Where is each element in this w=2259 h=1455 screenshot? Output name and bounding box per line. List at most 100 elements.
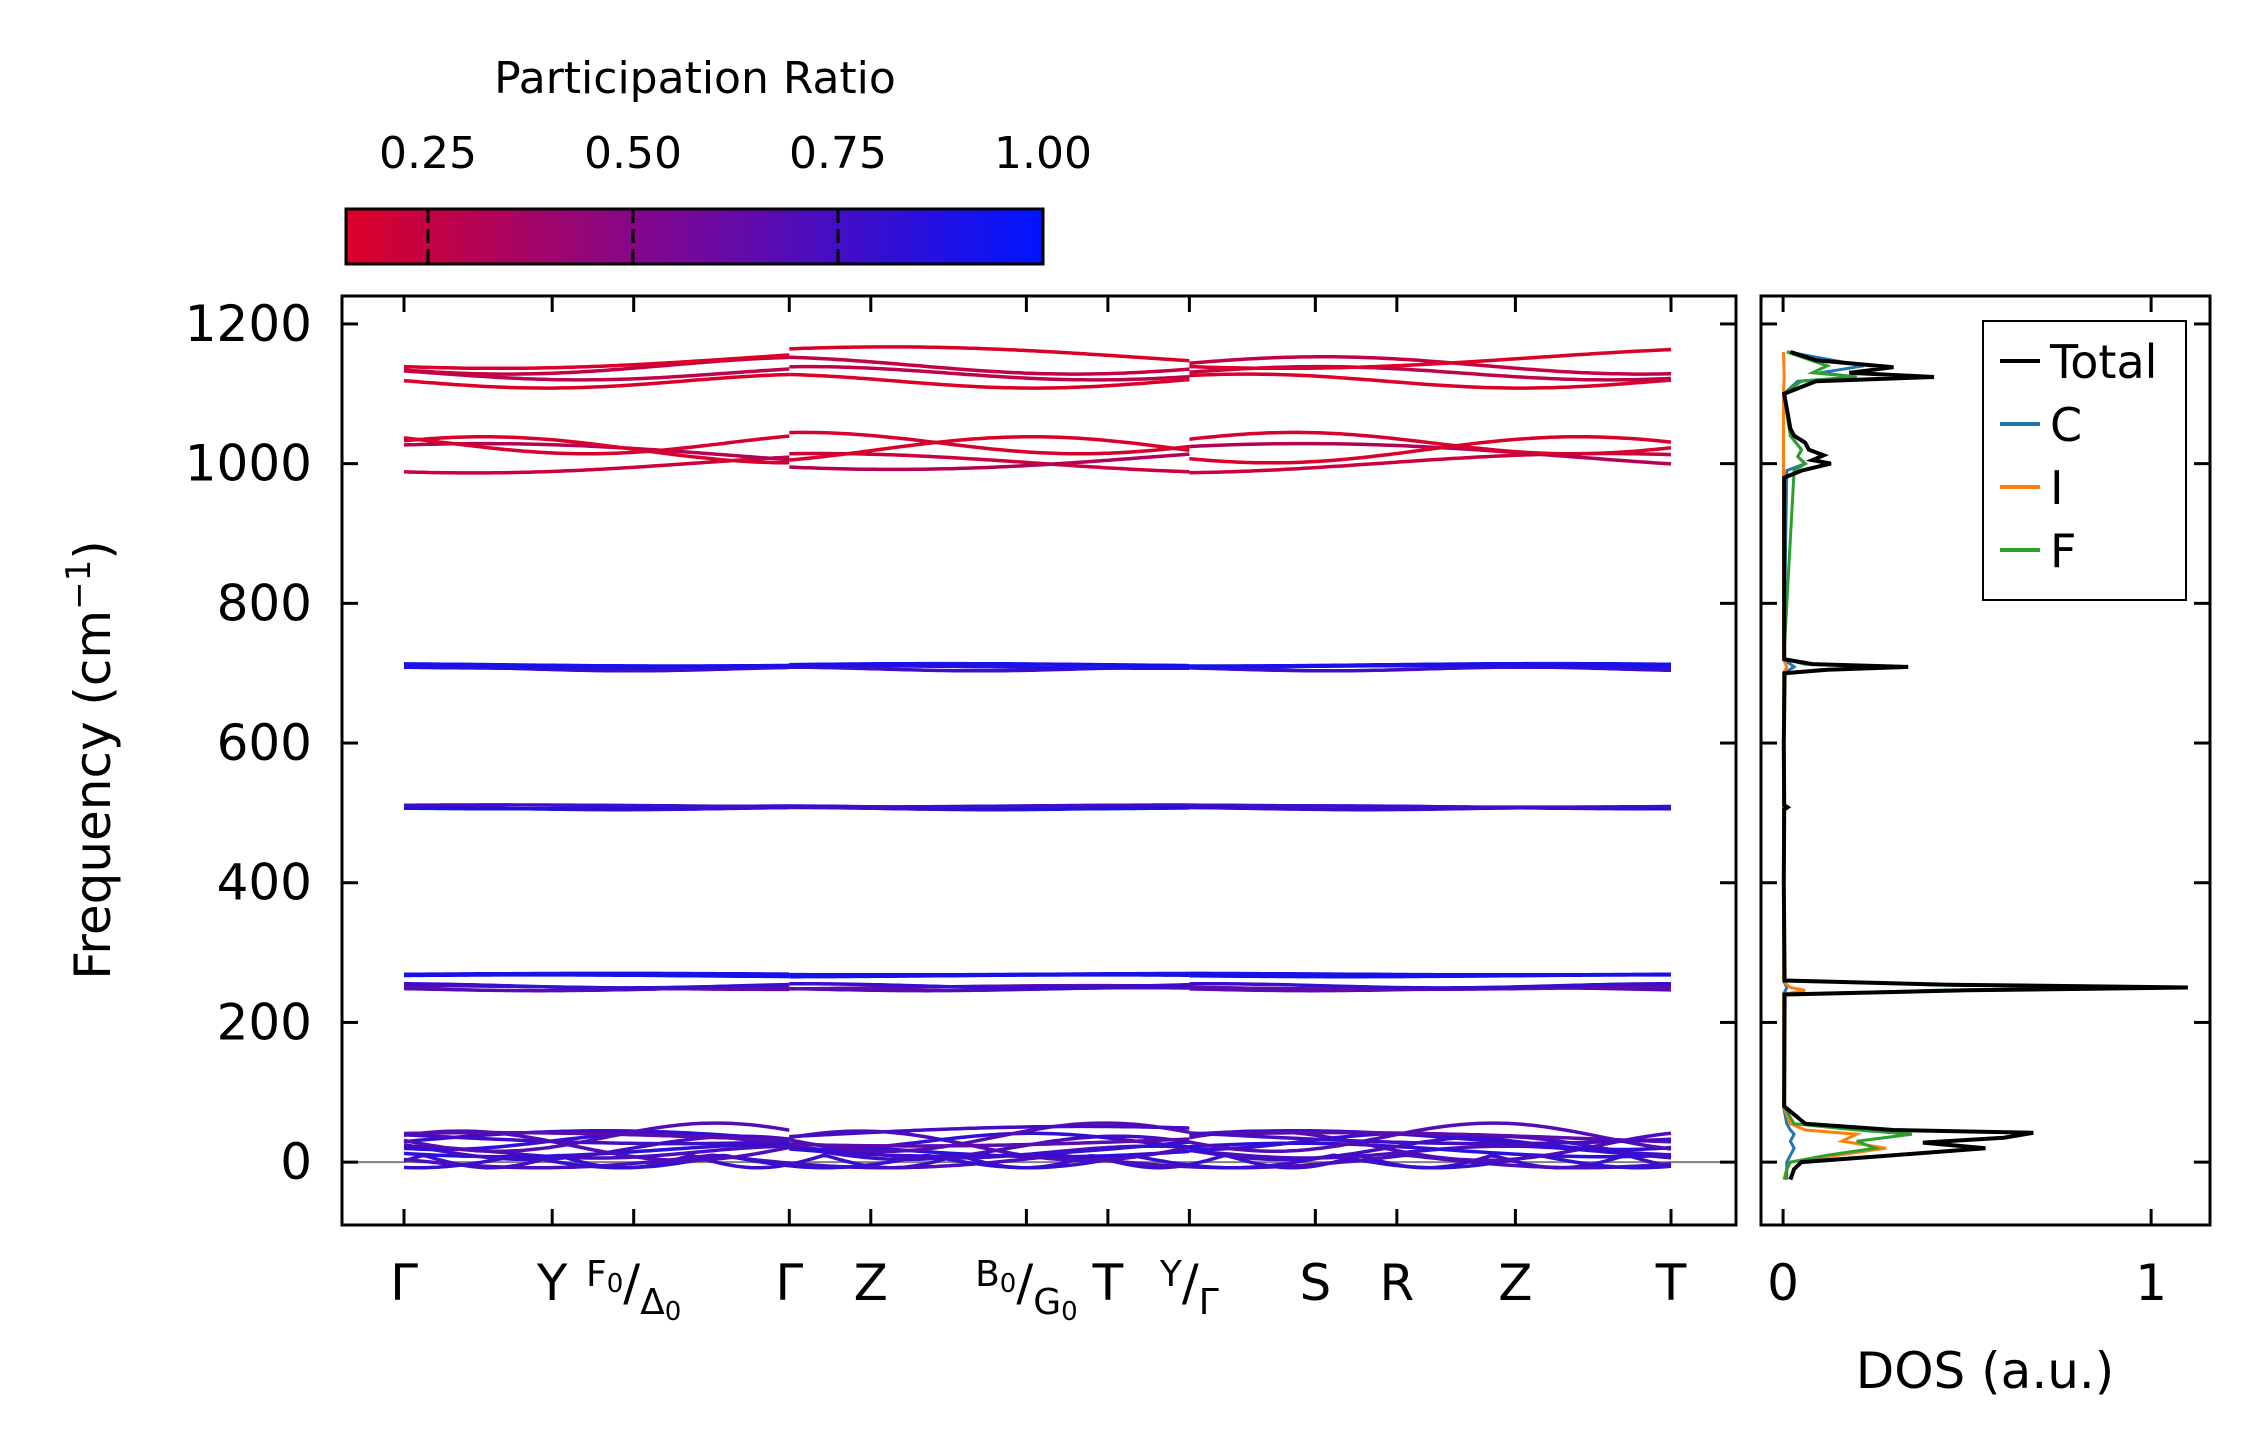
x-tick-label-split: Y/Γ (1159, 1254, 1219, 1323)
colorbar-tick-label: 0.25 (379, 128, 477, 179)
dos-series-c (1781, 350, 1865, 1180)
colorbar: Participation Ratio 0.25 0.50 0.75 1.00 (344, 53, 1092, 266)
phonon-band-line (789, 803, 1190, 809)
x-tick-label: R (1379, 1254, 1414, 1312)
x-tick-label-top: F (586, 1254, 607, 1295)
phonon-band-line (403, 353, 790, 371)
phonon-band-line (789, 1137, 1190, 1148)
dos-series-total (1781, 349, 2188, 1181)
x-tick-label-top-sub: 0 (607, 1269, 624, 1299)
phonon-band-line (1189, 430, 1672, 456)
band-x-axis: Γ Y F0/Δ0 Γ Z B0/G0 T Y/Γ S R Z T (390, 296, 1687, 1327)
phonon-band-line (788, 1121, 1190, 1154)
legend-label: I (2050, 461, 2064, 515)
phonon-band-line (404, 971, 790, 977)
band-axes-frame (340, 294, 1738, 1227)
y-tick-label: 600 (217, 714, 312, 772)
phonon-band-line (789, 661, 1190, 668)
phonon-band-line (789, 372, 1190, 390)
phonon-band-line (1189, 372, 1672, 390)
phonon-band-line (1189, 1121, 1672, 1154)
x-tick-label-bottom-sub: 0 (1061, 1297, 1078, 1327)
phonon-band-line (1189, 441, 1672, 466)
dos-legend: Total CIF (1982, 320, 2187, 601)
colorbar-tick-label: 1.00 (994, 128, 1092, 179)
x-tick-label: Y (536, 1254, 568, 1312)
x-tick-label-top-sub: 0 (1000, 1269, 1017, 1299)
phonon-band-line (1189, 1131, 1672, 1146)
x-tick-label-top: B (975, 1254, 1000, 1295)
dos-curves (1781, 349, 2188, 1181)
phonon-band-line (403, 435, 790, 465)
phonon-band-line (1189, 347, 1672, 371)
phonon-band-line (1189, 435, 1672, 465)
phonon-band-line (403, 434, 790, 456)
phonon-band-line (403, 1132, 790, 1146)
x-tick-label-slash: / (1016, 1254, 1033, 1312)
x-tick-label: Z (1498, 1254, 1532, 1312)
colorbar-title: Participation Ratio (494, 53, 896, 104)
phonon-band-line (789, 345, 1190, 363)
phonon-band-line (1189, 661, 1672, 668)
x-tick-label: S (1299, 1254, 1331, 1312)
x-tick-label-slash: / (623, 1254, 640, 1312)
phonon-band-line (404, 803, 790, 809)
y-tick-label: 0 (280, 1133, 312, 1191)
phonon-band-line (788, 1129, 1190, 1163)
x-tick-label-slash: / (1182, 1254, 1199, 1312)
y-tick-label: 1000 (185, 435, 312, 493)
x-tick-label-split: B0/G0 (975, 1254, 1078, 1327)
phonon-band-line (1189, 982, 1671, 990)
phonon-bands (403, 345, 1672, 1170)
phonon-band-line (789, 452, 1190, 472)
x-tick-label: Γ (775, 1254, 803, 1312)
phonon-band-line (1189, 1130, 1672, 1144)
legend-frame (1982, 320, 2187, 601)
x-tick-label-bottom-sub: 0 (665, 1297, 682, 1327)
y-tick-label: 1200 (185, 295, 312, 353)
x-tick-label: Z (854, 1254, 888, 1312)
x-tick-label-bottom: Γ (1199, 1282, 1219, 1323)
y-axis-title-superscript: −1 (59, 560, 99, 610)
dos-x-tick-label: 0 (1767, 1254, 1799, 1312)
x-tick-label-split: F0/Δ0 (586, 1254, 681, 1327)
phonon-band-line (789, 1124, 1190, 1139)
colorbar-gradient (344, 207, 1045, 266)
phonon-band-line (1189, 1153, 1672, 1170)
phonon-band-line (1189, 1141, 1672, 1159)
phonon-band-line (403, 1121, 790, 1154)
x-tick-label-top: Y (1159, 1254, 1183, 1295)
phonon-band-line (789, 435, 1190, 462)
dos-series-i (1782, 351, 1887, 1181)
y-tick-label: 400 (217, 854, 312, 912)
x-tick-label: Γ (390, 1254, 418, 1312)
phonon-band-line (1189, 355, 1672, 376)
phonon-band-line (404, 662, 790, 668)
phonon-band-line (788, 1134, 1190, 1162)
x-tick-label: T (1655, 1254, 1687, 1312)
colorbar-tick-label: 0.50 (584, 128, 682, 179)
phonon-band-line (403, 372, 790, 390)
phonon-band-line (789, 355, 1190, 376)
phonon-band-line (404, 982, 790, 990)
phonon-band-line (789, 430, 1190, 456)
y-tick-label: 200 (217, 993, 312, 1051)
phonon-band-line (1189, 971, 1672, 977)
legend-label: C (2050, 398, 2082, 452)
y-tick-label: 800 (217, 574, 312, 632)
legend-items: Total CIF (2000, 335, 2157, 578)
x-tick-label-bottom: G (1033, 1282, 1061, 1323)
phonon-band-line (1189, 803, 1671, 809)
legend-label: Total (2049, 335, 2157, 389)
colorbar-ticks: 0.25 0.50 0.75 1.00 (379, 128, 1092, 264)
phonon-band-line (403, 1153, 790, 1170)
phonon-band-line (789, 364, 1190, 382)
phonon-band-line (789, 971, 1190, 977)
colorbar-tick-label: 0.75 (789, 128, 887, 179)
dos-x-tick-label: 1 (2135, 1254, 2167, 1312)
band-y-axis: 0 200 400 600 800 1000 1200 (185, 295, 1736, 1191)
legend-label: F (2050, 524, 2076, 578)
